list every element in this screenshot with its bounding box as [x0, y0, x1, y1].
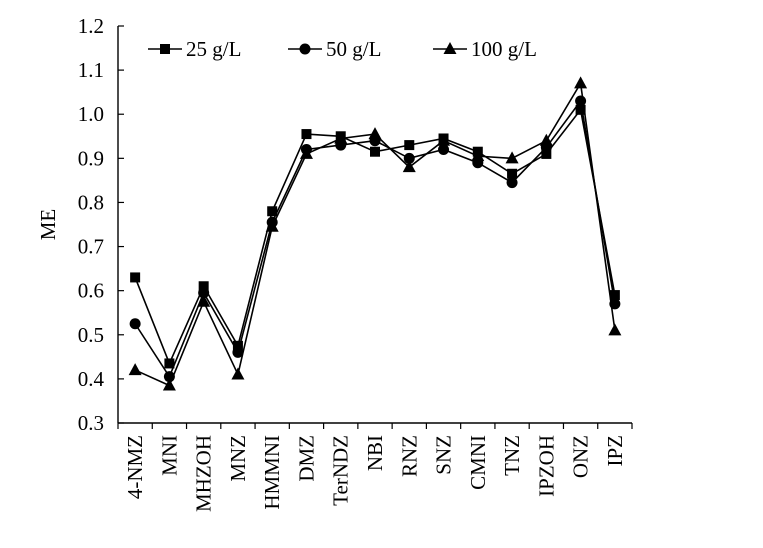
y-tick-label: 0.9 [78, 146, 104, 170]
point-triangle [402, 160, 416, 173]
point-triangle [505, 151, 519, 164]
y-axis: 0.3 0.4 0.5 0.6 0.7 0.8 0.9 1.0 1.1 1.2 [78, 14, 124, 435]
y-tick-label: 0.5 [78, 323, 104, 347]
legend-label: 25 g/L [186, 37, 241, 61]
x-tick-label: DMZ [294, 435, 318, 482]
series-3 [128, 76, 622, 391]
y-tick-label: 0.7 [78, 235, 104, 259]
point-triangle [265, 219, 279, 232]
y-tick-label: 1.2 [78, 14, 104, 38]
point-square [370, 146, 380, 157]
x-axis: 4-NMZ MNI MHZOH MNZ HMMNI DMZ TerNDZ NBI RNZ SNZ C… [117, 422, 633, 512]
x-tick-label: TerNDZ [329, 435, 353, 506]
point-square [130, 272, 141, 283]
x-tick-label: IPZOH [534, 435, 558, 497]
legend-label: 100 g/L [471, 37, 537, 61]
point-triangle [128, 363, 142, 376]
legend-item: 50 g/L [288, 37, 381, 61]
point-square [301, 129, 312, 140]
point-triangle [471, 149, 485, 162]
series-layer [128, 76, 622, 391]
point-square [404, 140, 415, 151]
x-tick-label: TNZ [500, 435, 524, 476]
y-tick-label: 0.4 [78, 367, 105, 391]
legend-label: 50 g/L [326, 37, 381, 61]
point-circle [198, 287, 210, 299]
x-tick-label: CMNI [466, 435, 490, 490]
x-tick-label: NBI [363, 435, 387, 471]
y-tick-label: 0.3 [78, 411, 104, 435]
point-triangle [437, 133, 451, 146]
point-triangle [368, 127, 382, 140]
point-triangle [197, 294, 211, 307]
point-triangle [299, 146, 313, 159]
x-tick-label: MNZ [226, 435, 250, 482]
point-triangle [231, 367, 245, 380]
point-square [609, 290, 620, 301]
point-square [541, 148, 552, 159]
point-circle [575, 95, 587, 107]
point-square [164, 358, 175, 369]
x-tick-label: MNI [157, 435, 181, 476]
x-tick-label: IPZ [603, 435, 627, 467]
x-tick-label: RNZ [397, 435, 421, 477]
point-circle [403, 152, 415, 164]
point-square [267, 206, 278, 217]
point-triangle [162, 378, 176, 391]
y-tick-label: 1.1 [78, 58, 104, 82]
y-tick-label: 1.0 [78, 102, 104, 126]
point-square [232, 340, 243, 351]
x-tick-label: 4-NMZ [123, 435, 147, 499]
legend-item: 25 g/L [148, 37, 241, 61]
y-axis-title: ME [36, 209, 60, 241]
point-triangle [539, 133, 553, 146]
y-tick-label: 0.8 [78, 190, 104, 214]
point-circle [299, 43, 311, 55]
point-square [160, 44, 170, 54]
point-triangle [334, 131, 348, 144]
x-tick-label: HMMNI [260, 435, 284, 510]
point-square [575, 104, 586, 115]
point-circle [129, 318, 141, 330]
point-triangle [574, 76, 588, 89]
x-tick-label: SNZ [432, 435, 456, 475]
point-circle [438, 144, 450, 156]
y-tick-label: 0.6 [78, 279, 104, 303]
point-square [198, 281, 209, 292]
point-triangle [608, 323, 622, 336]
x-tick-label: ONZ [569, 435, 593, 478]
x-tick-label: MHZOH [192, 435, 216, 512]
point-circle [506, 177, 518, 189]
point-circle [232, 346, 244, 358]
point-square [507, 168, 518, 179]
legend-item: 100 g/L [433, 37, 537, 61]
legend: 25 g/L 50 g/L 100 g/L [148, 37, 537, 61]
point-triangle [443, 42, 457, 54]
